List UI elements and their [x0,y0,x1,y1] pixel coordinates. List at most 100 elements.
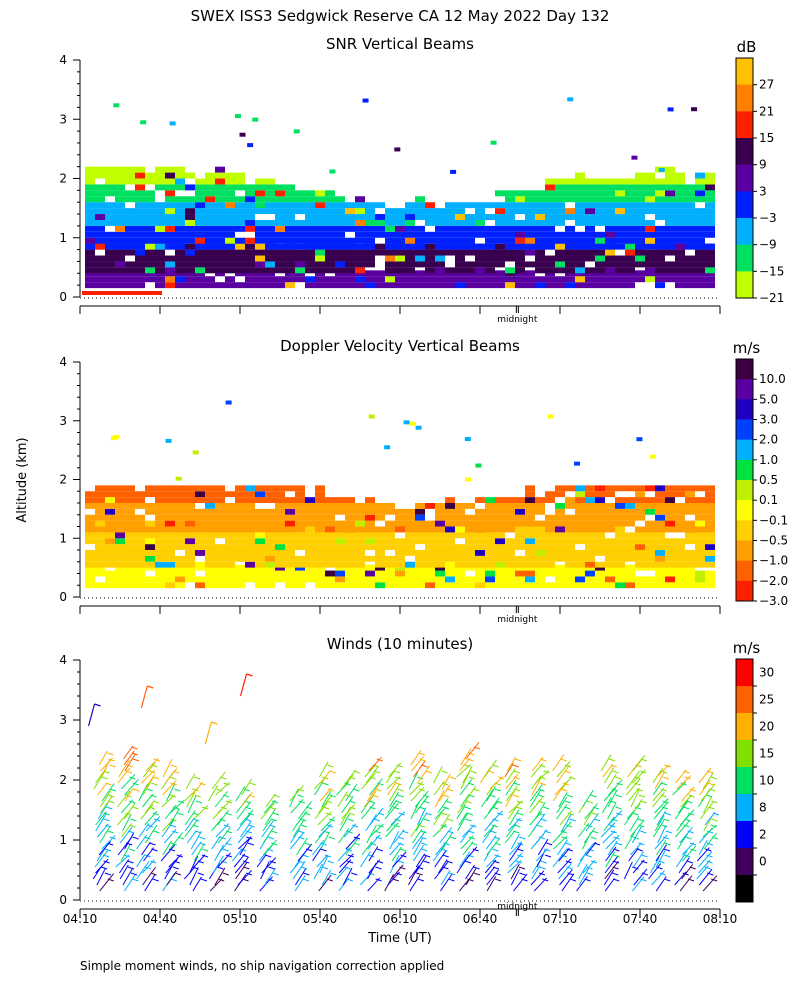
wind-barb [653,819,665,838]
heatmap-cell [625,243,635,250]
heatmap-cell [545,231,555,238]
heatmap-cell [355,219,365,226]
heatmap-cell [695,561,705,568]
heatmap-cell [625,261,635,268]
wind-barb-flag [591,830,599,834]
heatmap-cell [135,491,145,498]
wind-barb-flag [377,824,384,828]
heatmap-cell [565,184,575,191]
heatmap-cell [415,503,425,509]
wind-barb [290,832,305,850]
wind-barb-flag [587,848,594,852]
heatmap-cell [455,582,465,589]
heatmap-cell [425,544,435,550]
wind-barb-flag [151,764,158,768]
heatmap-cell [315,237,325,244]
wind-barb [193,843,205,862]
heatmap-cell [455,214,465,220]
heatmap-cell [135,255,145,262]
heatmap-cell [235,237,245,244]
heatmap-cell [605,514,615,521]
wind-barb [433,766,443,784]
heatmap-cell [585,282,595,289]
wind-barb-flag [399,866,406,870]
heatmap-cell [635,178,645,185]
wind-barb [391,846,402,862]
heatmap-cell [315,520,325,527]
heatmap-cell [465,249,475,256]
wind-barb-flag [377,812,385,816]
heatmap-cell [285,503,295,509]
wind-barb-flag [708,806,715,810]
wind-barb-flag [615,842,623,846]
heatmap-cell [105,190,115,197]
wind-barb-flag [464,764,471,768]
heatmap-cell [285,243,295,250]
heatmap-cell [195,237,205,244]
wind-barb-flag [613,848,620,852]
heatmap-cell [105,178,115,185]
heatmap-cell [685,267,695,274]
heatmap-cell [575,491,585,498]
heatmap-cell [225,249,235,256]
heatmap-cell [585,214,595,220]
heatmap-cell [655,576,665,583]
wind-barb-flag [394,776,401,780]
heatmap-cell [385,538,395,545]
heatmap-cell [335,231,345,238]
heatmap-cell [285,249,295,256]
heatmap-cell [445,576,455,583]
heatmap-cell [665,491,675,498]
heatmap-cell [205,214,215,220]
wind-barb-flag [106,806,113,810]
heatmap-cell [695,267,705,274]
heatmap-cell [175,231,185,238]
heatmap-speckle [631,155,638,160]
wind-barb [364,764,376,778]
heatmap-cell [145,196,155,203]
wind-barb-flag [490,830,497,834]
heatmap-cell [155,582,165,589]
heatmap-cell [615,555,625,562]
heatmap-cell [295,249,305,256]
heatmap-cell [375,249,385,256]
wind-barb-flag [706,770,713,774]
heatmap-speckle [490,140,497,145]
heatmap-cell [655,503,665,509]
heatmap-cell [405,514,415,521]
heatmap-cell [585,532,595,539]
x-tick-label: 05:10 [223,912,258,926]
heatmap-cell [375,503,385,509]
heatmap-cell [155,508,165,515]
heatmap-cell [705,178,715,185]
heatmap-cell [455,532,465,539]
heatmap-cell [435,508,445,515]
heatmap-cell [375,214,385,220]
heatmap-cell [505,249,515,256]
colorbar-unit: m/s [733,639,761,657]
heatmap-cell [95,196,105,203]
heatmap-cell [525,561,535,568]
heatmap-cell [165,544,175,550]
heatmap-cell [125,538,135,545]
heatmap-cell [695,570,705,577]
heatmap-cell [515,561,525,568]
wind-barb-flag [417,866,424,870]
wind-barb [263,799,276,814]
wind-barb [504,762,514,778]
wind-barb-flag [243,860,250,864]
heatmap-cell [85,550,95,556]
heatmap-cell [155,550,165,556]
wind-barb-flag [268,806,276,810]
heatmap-cell [635,249,645,256]
heatmap-cell [155,555,165,562]
wind-barb-flag [400,848,407,852]
wind-barb-flag [149,770,156,774]
heatmap-cell [495,249,505,256]
wind-barb-flag [542,878,549,882]
heatmap-cell [425,214,435,220]
wind-barb [628,847,639,862]
wind-barb-flag [272,800,279,804]
heatmap-cell [475,526,485,533]
wind-barb [585,812,599,832]
